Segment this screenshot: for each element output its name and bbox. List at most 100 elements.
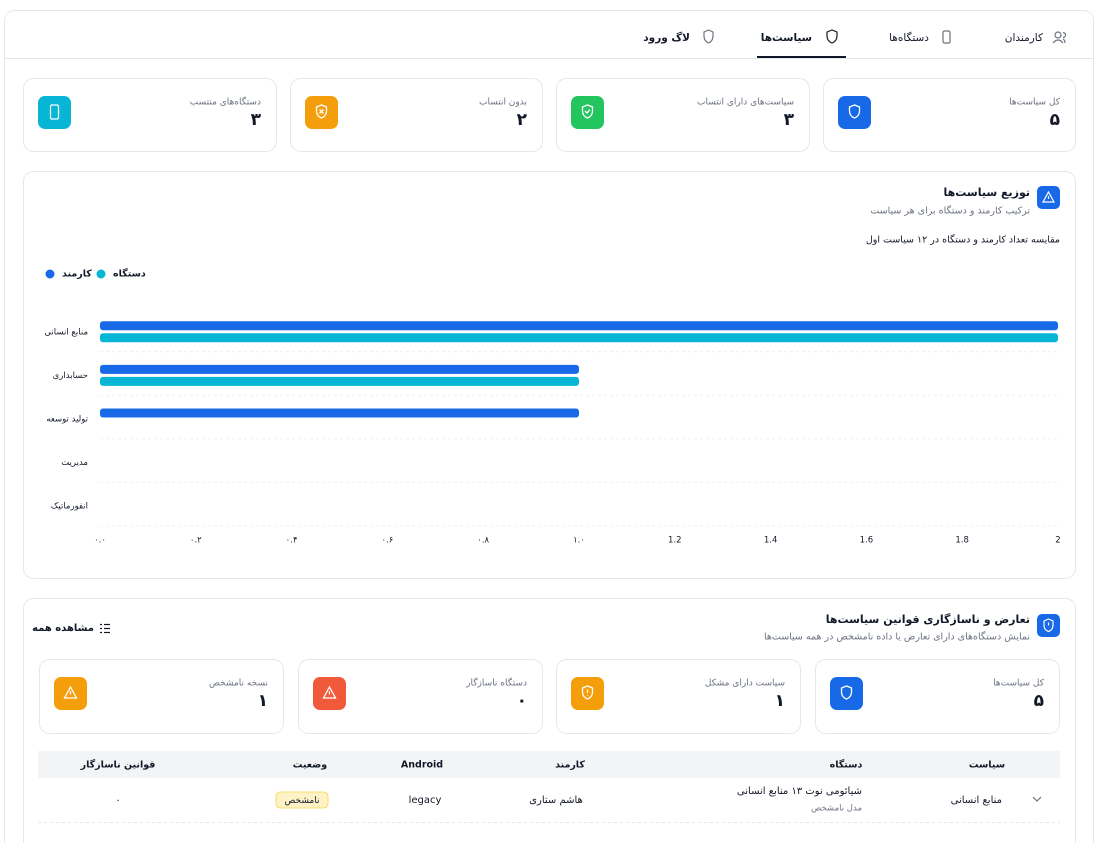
card-bg (556, 78, 810, 152)
card-bg (290, 78, 543, 152)
stat-label: بدون انتساب (479, 98, 527, 108)
legend-swatch (96, 269, 106, 279)
bar (100, 321, 1058, 331)
table-header: سیاست (969, 760, 1005, 771)
legend-swatch (45, 269, 55, 279)
tab[interactable]: سیاست‌ها (757, 29, 846, 58)
view-all-button[interactable]: مشاهده همه (32, 623, 110, 634)
stat-value: ۵ (1050, 110, 1060, 130)
users-icon (1052, 31, 1067, 44)
card-bg (23, 171, 1076, 579)
x-tick-label: 2 (1055, 536, 1060, 546)
stat-label: سیاست دارای مشکل (705, 679, 785, 689)
stat-value: ۲ (517, 110, 528, 130)
card-bg (23, 598, 1076, 843)
conflicts-card: تعارض و ناسازگاری قوانین سیاست‌ها نمایش … (23, 598, 1076, 843)
stat-card: دستگاه‌های منتسب ۳ (23, 78, 277, 152)
x-tick-label: ۰.۶ (381, 536, 393, 546)
stat-label: دستگاه ناسازگار (465, 677, 527, 689)
stat-card: نسخه نامشخص ۱ (39, 659, 284, 734)
cell-conflicts: ۰ (115, 795, 120, 806)
y-tick-label: تولید توسعه (46, 415, 88, 425)
card-bg (556, 659, 801, 734)
shield-check-icon (581, 104, 594, 119)
stat-value: ۵ (1034, 691, 1044, 711)
stat-label: نسخه نامشخص (209, 679, 268, 689)
view-all-label: مشاهده همه (32, 623, 94, 634)
x-tick-label: ۱.۰ (573, 536, 585, 546)
x-tick-label: ۰.۰ (94, 536, 106, 546)
x-tick-label: ۰.۲ (190, 536, 202, 546)
table-row[interactable]: منابع انسانی شیائومی نوت ۱۳ منابع انسانی… (115, 786, 1042, 814)
stat-value: ۳ (784, 110, 795, 130)
active-tab-indicator (757, 56, 846, 58)
cell-android: legacy (409, 795, 442, 806)
y-tick-label: مدیریت (61, 458, 88, 468)
table-header: کارمند (555, 760, 585, 771)
legend-label: دستگاه (113, 268, 146, 280)
x-tick-label: 1.2 (668, 536, 682, 546)
stat-card: کل سیاست‌ها ۵ (823, 78, 1076, 152)
section-title: تعارض و ناسازگاری قوانین سیاست‌ها (826, 613, 1030, 626)
stat-value: ۰ (517, 691, 527, 711)
x-tick-label: ۰.۸ (477, 536, 489, 546)
table-header-bg (38, 751, 1060, 778)
shield-icon (826, 29, 838, 44)
list-icon (100, 623, 110, 634)
warning-icon (322, 685, 337, 699)
stat-label: سیاست‌های دارای انتساب (697, 98, 794, 108)
tab-label: دستگاه‌ها (889, 31, 929, 44)
card-bg (298, 659, 543, 734)
cell-employee: هاشم ستاری (529, 795, 583, 806)
shield-icon (848, 104, 861, 119)
table-header: دستگاه (830, 759, 863, 771)
chart-title: توزیع سیاست‌ها (944, 186, 1031, 199)
expand-icon (1032, 796, 1042, 802)
stat-card: دستگاه ناسازگار ۰ (298, 659, 543, 734)
chart-annotation: مقایسه تعداد کارمند و دستگاه در ۱۲ سیاست… (866, 234, 1060, 246)
stat-value: ۱ (258, 691, 268, 711)
x-tick-label: 1.8 (955, 536, 969, 546)
chart-card: توزیع سیاست‌ها ترکیب کارمند و دستگاه برا… (23, 171, 1076, 579)
tab-label: سیاست‌ها (761, 32, 812, 44)
shield-alert-icon (581, 685, 594, 700)
device-icon (942, 30, 951, 44)
table-header: قوانین ناسازگار (80, 759, 156, 771)
cell-policy: منابع انسانی (951, 795, 1002, 806)
stat-label: کل سیاست‌ها (1009, 98, 1061, 108)
card-bg (23, 78, 277, 152)
section-subtitle: نمایش دستگاه‌های دارای تعارض یا داده نام… (764, 631, 1030, 643)
stat-card: کل سیاست‌ها ۵ (815, 659, 1060, 734)
stat-card: بدون انتساب ۲ (290, 78, 543, 152)
card-bg (823, 78, 1076, 152)
stat-icon-bg (571, 677, 604, 710)
table-header: وضعیت (293, 760, 327, 771)
tab-label: کارمندان (1005, 32, 1043, 44)
bar (100, 376, 579, 386)
shield-icon (703, 29, 714, 44)
x-tick-label: 1.6 (860, 536, 874, 546)
cell-device-model: مدل نامشخص (811, 804, 862, 814)
tab[interactable]: کارمندان (1005, 31, 1067, 44)
cell-device: شیائومی نوت ۱۳ منابع انسانی (737, 786, 862, 797)
warning-icon (1041, 190, 1056, 203)
tab[interactable]: دستگاه‌ها (889, 30, 951, 44)
stat-card: سیاست‌های دارای انتساب ۳ (556, 78, 810, 152)
card-bg (815, 659, 1060, 734)
tab-label: لاگ ورود (643, 31, 690, 44)
x-tick-label: ۰.۴ (286, 536, 298, 546)
tab[interactable]: لاگ ورود (643, 29, 714, 44)
shield-alert-icon (1043, 618, 1054, 633)
x-tick-label: 1.4 (764, 536, 778, 546)
stat-label: دستگاه‌های منتسب (190, 96, 261, 108)
stat-card: سیاست دارای مشکل ۱ (556, 659, 801, 734)
stat-icon-bg (830, 677, 863, 710)
legend-label: کارمند (62, 269, 92, 280)
warning-icon (63, 685, 78, 699)
card-bg (39, 659, 284, 734)
y-tick-label: منابع انسانی (44, 327, 88, 337)
cell-status: نامشخص (285, 796, 320, 806)
shield-x-icon (315, 104, 328, 119)
